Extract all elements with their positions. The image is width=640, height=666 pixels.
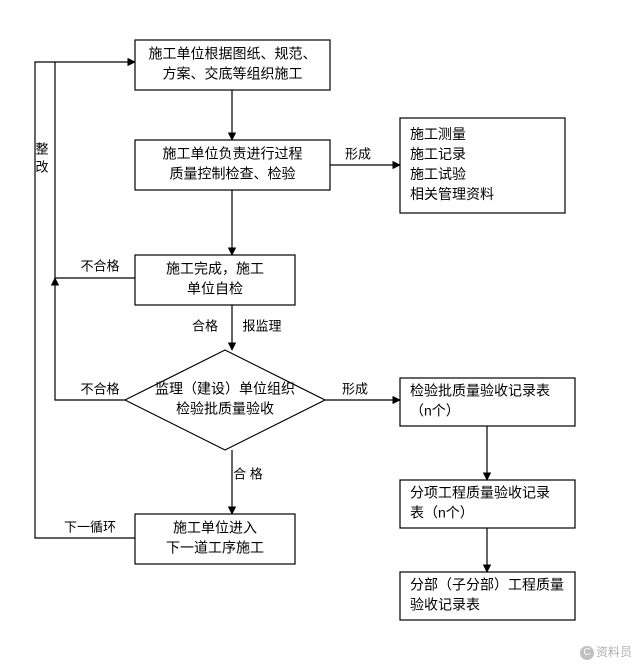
svg-text:合 格: 合 格 — [233, 466, 263, 481]
node-n7: 分项工程质量验收记录表（n个） — [400, 480, 575, 528]
svg-text:不合格: 不合格 — [80, 258, 119, 273]
svg-text:检验批质量验收: 检验批质量验收 — [176, 401, 274, 417]
svg-text:施工完成，施工: 施工完成，施工 — [166, 261, 264, 277]
svg-text:施工单位进入: 施工单位进入 — [173, 520, 257, 536]
node-n9: 施工单位进入下一道工序施工 — [135, 514, 295, 564]
node-n6: 检验批质量验收记录表 （n个） — [400, 378, 575, 426]
edge-e41: 不合格 整改 — [35, 62, 135, 278]
svg-text:质量控制检查、检验: 质量控制检查、检验 — [170, 166, 296, 182]
node-n4: 施工完成，施工单位自检 — [135, 255, 295, 305]
svg-text:不合格: 不合格 — [80, 381, 119, 396]
svg-text:（n个）: （n个） — [410, 403, 460, 419]
svg-text:相关管理资料: 相关管理资料 — [410, 186, 494, 202]
node-n5: 监理（建设）单位组织检验批质量验收 — [125, 350, 325, 450]
svg-text:分项工程质量验收记录: 分项工程质量验收记录 — [410, 485, 550, 501]
svg-text:施工单位根据图纸、规范、: 施工单位根据图纸、规范、 — [149, 46, 317, 62]
svg-text:检验批质量验收记录表: 检验批质量验收记录表 — [410, 383, 550, 399]
svg-text:施工单位负责进行过程: 施工单位负责进行过程 — [163, 146, 303, 162]
node-n3: 施工测量施工记录施工试验相关管理资料 — [400, 118, 565, 213]
svg-text:分部（子分部）工程质量: 分部（子分部）工程质量 — [410, 577, 564, 593]
edge-e23: 形成 — [330, 146, 400, 165]
svg-text:改: 改 — [35, 159, 48, 174]
svg-text:表（n个）: 表（n个） — [410, 505, 474, 521]
svg-text:下一道工序施工: 下一道工序施工 — [166, 540, 264, 556]
node-n1: 施工单位根据图纸、规范、方案、交底等组织施工 — [135, 40, 330, 90]
edge-e59: 合 格 — [232, 450, 263, 514]
svg-text:形成: 形成 — [345, 146, 371, 161]
svg-text:下一循环: 下一循环 — [64, 519, 116, 534]
edge-e51: 不合格 — [55, 278, 125, 400]
node-n2: 施工单位负责进行过程质量控制检查、检验 — [135, 140, 330, 190]
edge-e45: 合格 报监理 — [192, 305, 282, 350]
edge-e56: 形成 — [325, 381, 400, 400]
svg-text:施工记录: 施工记录 — [410, 146, 466, 162]
svg-text:报监理: 报监理 — [242, 318, 281, 333]
svg-text:监理（建设）单位组织: 监理（建设）单位组织 — [155, 381, 295, 397]
edge-e91: 下一循环 — [35, 62, 135, 538]
node-n8: 分部（子分部）工程质量验收记录表 — [400, 572, 575, 620]
wechat-icon: C — [580, 646, 594, 660]
svg-text:合格: 合格 — [192, 318, 218, 333]
svg-text:施工测量: 施工测量 — [410, 126, 466, 142]
svg-text:施工试验: 施工试验 — [410, 166, 466, 182]
svg-text:形成: 形成 — [342, 381, 368, 396]
svg-text:方案、交底等组织施工: 方案、交底等组织施工 — [163, 66, 303, 82]
svg-text:验收记录表: 验收记录表 — [410, 597, 480, 613]
svg-text:单位自检: 单位自检 — [187, 281, 243, 297]
watermark: C资料员 — [580, 643, 632, 660]
svg-text:整: 整 — [35, 141, 48, 156]
